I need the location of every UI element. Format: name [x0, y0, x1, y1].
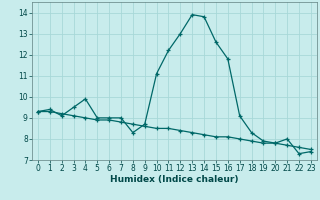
X-axis label: Humidex (Indice chaleur): Humidex (Indice chaleur)	[110, 175, 239, 184]
